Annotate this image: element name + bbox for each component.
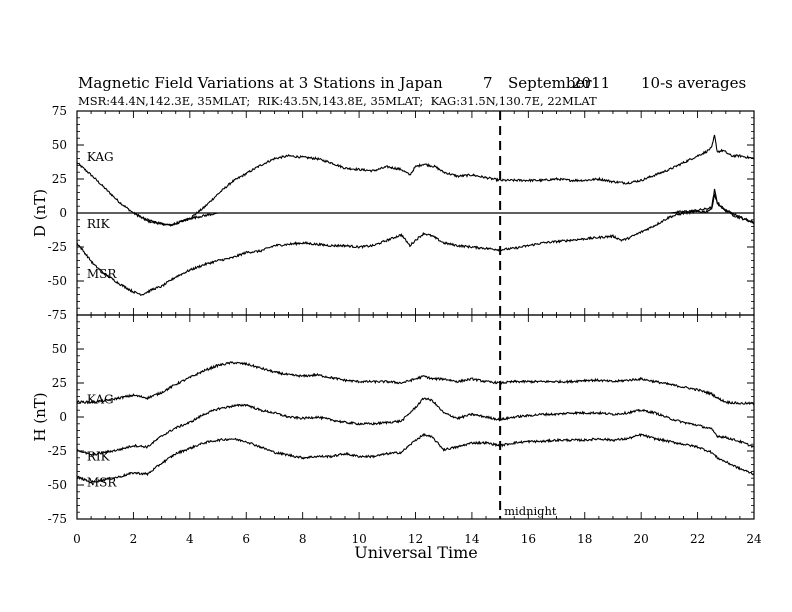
x-tick-label: 10 xyxy=(351,532,366,546)
y-tick-label: 25 xyxy=(52,376,67,390)
series-label-rik: RIK xyxy=(87,217,111,231)
y-tick-label: 50 xyxy=(52,342,67,356)
series-line-rik xyxy=(77,188,755,226)
y-tick-label: -50 xyxy=(48,478,67,492)
chart-date-day: 7 xyxy=(483,74,493,92)
series-label-rik: RIK xyxy=(87,449,111,463)
x-tick-label: 4 xyxy=(186,532,194,546)
series-label-kag: KAG xyxy=(87,150,114,164)
series-line-kag xyxy=(76,361,755,406)
chart-date-month: September xyxy=(508,74,592,92)
declination-panel: -75 -50 -25 0 25 50 75 D (nT) KAG RIK MSR xyxy=(31,104,755,322)
x-tick-label: 8 xyxy=(299,532,307,546)
chart-date-year: 2011 xyxy=(572,74,610,92)
x-tick-label: 14 xyxy=(464,532,480,546)
x-tick-label: 0 xyxy=(73,532,81,546)
series-line-rik xyxy=(76,397,755,457)
series-line-msr xyxy=(76,193,755,296)
y-tick-label: 75 xyxy=(52,104,67,118)
x-tick-label: 12 xyxy=(408,532,423,546)
y-axis-label: H (nT) xyxy=(31,392,49,441)
y-tick-label: 0 xyxy=(59,206,67,220)
series-label-msr: MSR xyxy=(87,475,118,489)
chart-averaging-note: 10-s averages xyxy=(641,74,746,92)
x-tick-label: 20 xyxy=(634,532,649,546)
series-label-kag: KAG xyxy=(87,392,114,406)
midnight-label: midnight xyxy=(504,504,557,518)
y-tick-label: -50 xyxy=(48,274,67,288)
chart-title: Magnetic Field Variations at 3 Stations … xyxy=(78,74,443,92)
horizontal-panel: -75 -50 -25 0 25 50 H (nT) KAG RIK MSR xyxy=(31,314,755,526)
x-tick-label: 22 xyxy=(690,532,705,546)
x-tick-label: 16 xyxy=(521,532,536,546)
y-tick-label: 0 xyxy=(59,410,67,424)
x-tick-label: 2 xyxy=(130,532,138,546)
y-tick-label: -25 xyxy=(48,444,67,458)
series-line-msr xyxy=(76,432,755,484)
chart-subtitle-stations: MSR:44.4N,142.3E, 35MLAT; RIK:43.5N,143.… xyxy=(78,94,597,108)
x-tick-label: 24 xyxy=(746,532,762,546)
y-tick-label: -75 xyxy=(48,512,67,526)
y-tick-label: 25 xyxy=(52,172,67,186)
y-tick-label: -75 xyxy=(48,308,67,322)
x-tick-label: 18 xyxy=(577,532,592,546)
series-label-msr: MSR xyxy=(87,267,118,281)
x-axis-label: Universal Time xyxy=(354,543,477,562)
x-tick-labels: 0 2 4 6 8 10 12 14 16 18 20 22 24 xyxy=(73,532,762,546)
y-tick-label: -25 xyxy=(48,240,67,254)
y-tick-label: 50 xyxy=(52,138,67,152)
x-tick-label: 6 xyxy=(242,532,250,546)
series-line-kag xyxy=(76,134,755,227)
y-axis-label: D (nT) xyxy=(31,189,49,237)
